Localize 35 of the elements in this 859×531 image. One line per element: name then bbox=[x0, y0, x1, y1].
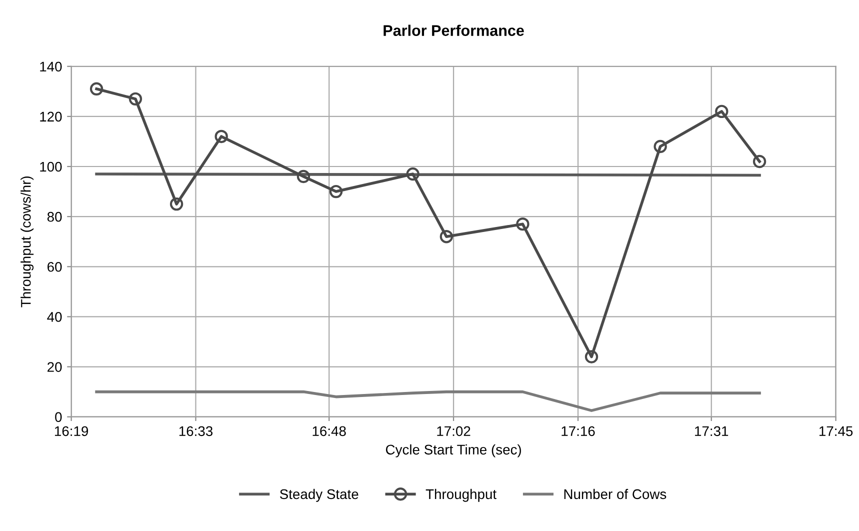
y-tick-label: 0 bbox=[55, 412, 62, 422]
point bbox=[752, 154, 766, 168]
point bbox=[90, 82, 104, 96]
point bbox=[654, 140, 667, 154]
x-axis-title: Cycle Start Time (sec) bbox=[386, 444, 521, 458]
y-tick-label: 100 bbox=[40, 162, 62, 172]
x-tick-label: 17:45 bbox=[819, 426, 853, 436]
y-tick-label: 80 bbox=[47, 212, 62, 222]
x-tick-label: 17:16 bbox=[562, 426, 595, 436]
line-series bbox=[95, 390, 761, 412]
point bbox=[128, 92, 142, 106]
y-tick-label: 140 bbox=[40, 62, 62, 72]
x-tick-label: 16:48 bbox=[312, 426, 346, 436]
x-tick-label: 17:02 bbox=[437, 426, 470, 436]
y-tick-label: 20 bbox=[48, 362, 62, 372]
point bbox=[715, 104, 728, 118]
point bbox=[296, 170, 310, 184]
y-tick-label: 60 bbox=[48, 262, 62, 272]
point bbox=[170, 197, 184, 211]
legend-label: Throughput bbox=[426, 488, 496, 502]
point bbox=[584, 350, 598, 364]
legend-label: Number of Cows bbox=[564, 488, 666, 500]
point bbox=[440, 230, 454, 244]
y-axis-title: Throughput (cows/hr) bbox=[20, 176, 34, 308]
x-tick-label: 16:33 bbox=[179, 426, 213, 436]
point bbox=[329, 184, 343, 198]
chart-title: Parlor Performance bbox=[384, 24, 524, 36]
point bbox=[516, 217, 530, 231]
y-tick-label: 40 bbox=[47, 312, 62, 322]
x-tick-label: 17:31 bbox=[695, 426, 728, 436]
point bbox=[406, 167, 420, 181]
x-tick-label: 16:19 bbox=[54, 426, 88, 436]
legend-label: Steady State bbox=[280, 488, 358, 502]
point bbox=[214, 130, 228, 144]
y-tick-label: 120 bbox=[40, 112, 62, 122]
